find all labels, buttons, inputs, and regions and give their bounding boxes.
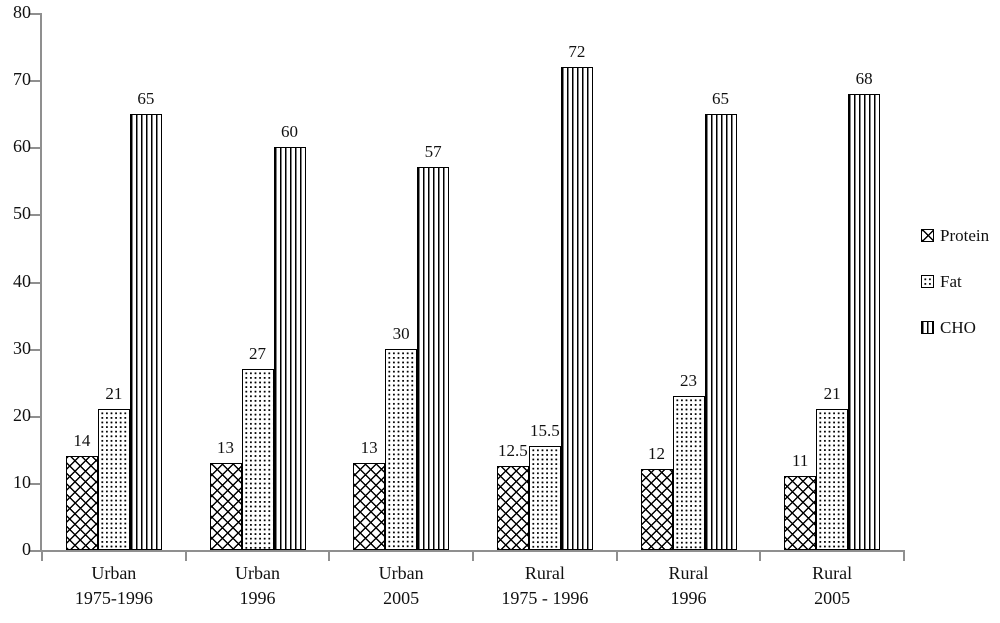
category-label-line2: 2005 [383,588,420,608]
category-label-line1: Rural [668,563,709,583]
y-axis-tick [30,550,40,552]
legend-swatch-vstripes-icon [921,321,934,334]
y-axis-tick-label: 60 [13,136,31,157]
legend-label: Fat [940,272,962,291]
x-axis-tick [759,550,762,561]
bar-protein-group5 [640,469,673,550]
bar-value-label: 27 [249,343,266,363]
y-axis-tick [30,281,40,284]
category-label-line1: Urban [91,563,137,583]
bar-fat-group6 [816,409,849,550]
bar-fat-group4 [528,445,561,550]
bar-protein-group6 [784,476,817,550]
category-label-line2: 1975 - 1996 [501,588,589,608]
x-axis-category-label: Urban 1996 [186,561,330,611]
category-label-line1: Urban [378,563,424,583]
bar-cho-group5 [704,113,737,550]
x-axis-tick [615,550,618,561]
y-axis-tick [30,482,40,485]
y-axis-tick [30,80,40,83]
x-axis-category-label: Urban 2005 [329,561,473,611]
bar-fat-group1 [97,409,130,550]
bar-value-label: 57 [424,142,442,162]
bar-value-label: 60 [281,122,298,142]
bar-cho-group6 [848,93,881,550]
y-axis-tick-label: 20 [13,404,31,425]
y-axis-tick [30,13,40,15]
bar-cho-group2 [273,147,306,550]
category-label-line2: 1975-1996 [74,588,153,608]
legend-item-protein: Protein [921,227,989,244]
y-axis-tick-label: 30 [13,337,31,358]
bar-fat-group3 [385,348,418,550]
bar-value-label: 23 [680,370,697,390]
x-axis-tick [328,550,331,561]
x-axis-category-label: Rural 1996 [617,561,761,611]
bar-value-label: 12.5 [497,441,528,461]
x-axis-category-label: Urban 1975-1996 [42,561,186,611]
bar-value-label: 15.5 [529,420,560,440]
bar-protein-group2 [209,462,242,550]
bar-value-label: 68 [855,68,873,88]
x-axis-category-label: Rural 1975 - 1996 [473,561,617,611]
bar-value-label: 72 [568,41,586,61]
y-axis-tick-label: 50 [13,203,31,224]
bar-value-label: 65 [712,88,729,108]
bar-cho-group4 [560,66,593,550]
legend-label: Protein [940,226,990,245]
bar-protein-group3 [353,462,386,550]
x-axis-tick [184,550,187,561]
x-axis-tick [41,550,43,561]
y-axis-tick-label: 70 [13,69,31,90]
bar-protein-group4 [496,466,529,550]
bar-value-label: 21 [823,384,841,404]
bar-value-label: 30 [392,323,410,343]
category-label-line1: Rural [812,563,853,583]
bar-fat-group2 [241,368,274,550]
x-axis-tick [472,550,474,561]
x-axis-category-label: Rural 2005 [760,561,904,611]
legend-item-fat: Fat [921,273,989,290]
y-axis-tick-label: 40 [13,270,31,291]
category-label-line2: 2005 [814,588,851,608]
legend-label: CHO [940,318,976,337]
x-axis-tick [903,550,905,561]
bar-protein-group1 [65,456,98,550]
y-axis-tick-label: 10 [13,471,31,492]
category-label-line2: 1996 [239,588,276,608]
legend-swatch-dots-icon [921,275,934,288]
category-label-line2: 1996 [670,588,707,608]
category-label-line1: Urban [234,563,280,583]
y-axis-tick [30,415,40,418]
y-axis [40,13,42,552]
y-axis-tick [30,147,40,150]
y-axis-tick-label: 80 [13,2,31,23]
legend: Protein Fat CHO [921,227,989,336]
legend-item-cho: CHO [921,319,989,336]
bar-cho-group1 [129,113,162,550]
bar-value-label: 14 [73,431,91,451]
bar-value-label: 65 [137,88,155,108]
y-axis-tick [30,348,40,351]
bar-fat-group5 [672,395,705,550]
y-axis-tick-label: 0 [22,539,31,560]
bar-value-label: 13 [360,437,378,457]
y-axis-tick [30,214,40,217]
bar-cho-group3 [417,167,450,550]
bar-value-label: 13 [217,437,234,457]
bar-value-label: 12 [648,444,665,464]
legend-swatch-crosshatch-icon [921,229,934,242]
bar-value-label: 11 [791,451,809,471]
category-label-line1: Rural [524,563,565,583]
bar-value-label: 21 [105,384,123,404]
